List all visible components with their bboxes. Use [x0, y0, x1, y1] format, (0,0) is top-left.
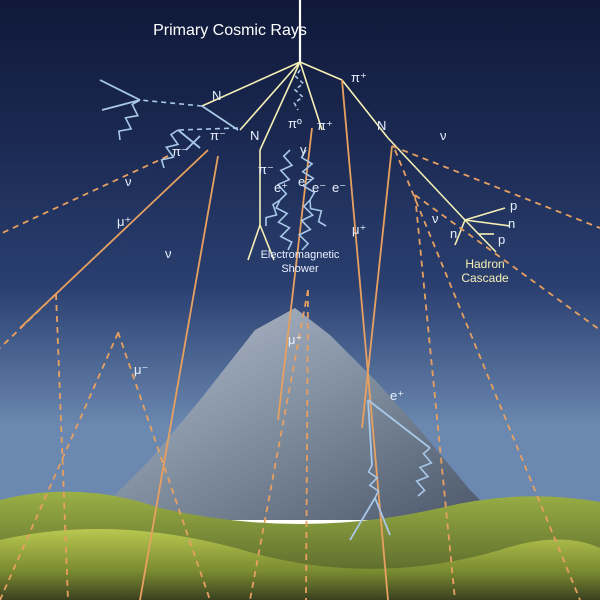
particle-label: γ: [300, 142, 307, 157]
particle-label: π⁻: [172, 144, 188, 159]
title: Primary Cosmic Rays: [153, 22, 307, 39]
particle-label: μ⁺: [288, 332, 302, 347]
particle-label: N: [377, 118, 386, 133]
particle-label: π⁺: [351, 70, 367, 85]
particle-label: ν: [432, 211, 439, 226]
region-label: Shower: [281, 263, 319, 275]
particle-label: n: [508, 216, 515, 231]
particle-label: e⁺: [274, 180, 288, 195]
region-label: Hadron: [465, 257, 504, 271]
particle-label: ν: [165, 246, 172, 261]
particle-label: ν: [125, 174, 132, 189]
cosmic-ray-diagram: Primary Cosmic Rays N N Nπ⁺ π⁻ π⁻ π⁻ π⁺ πº γ e⁺ e⁻…: [0, 0, 600, 600]
particle-label: μ⁺: [352, 222, 366, 237]
particle-label: p: [510, 198, 517, 213]
particle-label: e⁻: [312, 180, 326, 195]
particle-label: ν: [440, 128, 447, 143]
region-label: Electromagnetic: [261, 249, 340, 261]
particle-label: n: [450, 226, 457, 241]
particle-label: N: [212, 88, 221, 103]
particle-label: π⁻: [258, 162, 274, 177]
particle-label: πº: [288, 116, 302, 131]
particle-label: p: [498, 232, 505, 247]
particle-label: e⁺: [390, 388, 404, 403]
particle-label: e⁻: [298, 174, 312, 189]
particle-label: μ⁺: [117, 214, 131, 229]
particle-label: N: [250, 128, 259, 143]
region-label: Cascade: [461, 271, 509, 285]
particle-label: π⁻: [210, 128, 226, 143]
particle-label: e⁻: [332, 180, 346, 195]
particle-label: μ⁻: [134, 362, 148, 377]
particle-label: π⁺: [317, 118, 333, 133]
